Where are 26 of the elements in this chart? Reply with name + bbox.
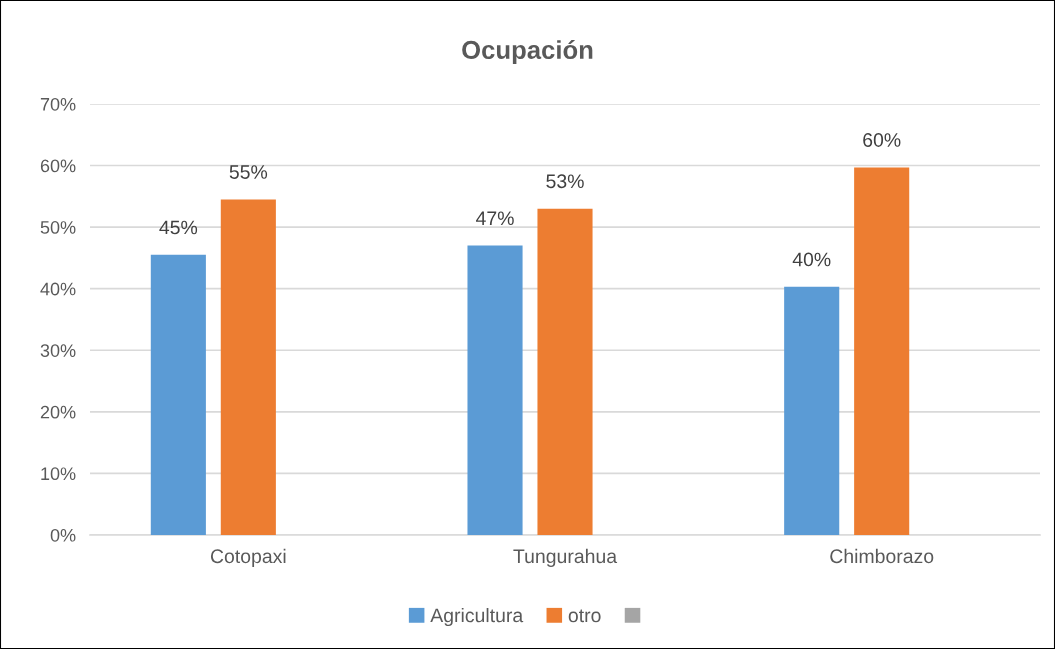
bar: [220, 199, 276, 535]
bar: [537, 208, 593, 535]
data-label: 47%: [476, 211, 514, 225]
data-label: 53%: [546, 174, 584, 189]
legend-label: Agricultura: [430, 607, 524, 627]
y-tick-label: 50%: [40, 221, 76, 234]
bar: [150, 254, 206, 535]
y-tick-label: 0%: [50, 528, 76, 542]
y-tick-label: 70%: [40, 97, 76, 111]
data-label: 55%: [229, 165, 268, 179]
bar: [784, 286, 840, 535]
data-label: 60%: [863, 133, 901, 147]
y-tick-label: 60%: [40, 159, 76, 173]
x-tick-label: Tungurahua: [513, 548, 618, 567]
x-tick-label: Cotopaxi: [210, 548, 286, 567]
x-tick-label: Chimborazo: [830, 548, 934, 564]
data-label: 40%: [792, 252, 831, 267]
y-tick-label: 40%: [40, 282, 76, 296]
y-tick-label: 20%: [40, 405, 76, 419]
y-tick-label: 30%: [40, 344, 76, 357]
bar: [467, 245, 523, 535]
y-tick-label: 10%: [41, 467, 76, 481]
legend-label: otro: [568, 609, 601, 623]
chart-title: Ocupación: [462, 39, 593, 65]
bar: [854, 167, 910, 535]
data-label: 45%: [159, 220, 198, 235]
